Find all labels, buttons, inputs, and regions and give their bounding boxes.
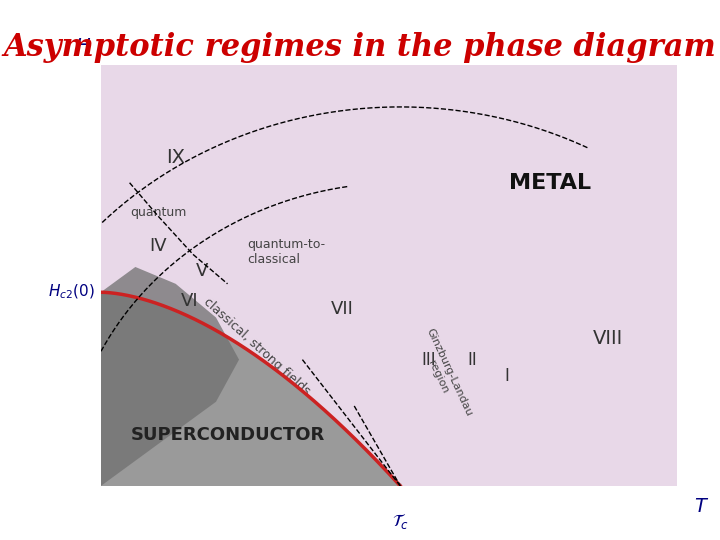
- Text: VI: VI: [181, 292, 199, 309]
- Polygon shape: [101, 65, 677, 486]
- Text: SUPERCONDUCTOR: SUPERCONDUCTOR: [130, 427, 325, 444]
- Text: III: III: [422, 350, 436, 369]
- Text: II: II: [467, 350, 477, 369]
- Text: classical, strong fields: classical, strong fields: [200, 296, 312, 398]
- Text: quantum: quantum: [130, 206, 186, 219]
- Text: $H_{c2}(0)$: $H_{c2}(0)$: [48, 283, 95, 301]
- Polygon shape: [101, 292, 400, 486]
- Text: quantum-to-
classical: quantum-to- classical: [248, 238, 326, 266]
- Text: VIII: VIII: [593, 329, 623, 348]
- Text: VII: VII: [331, 300, 354, 318]
- Text: METAL: METAL: [509, 173, 591, 193]
- Text: Asymptotic regimes in the phase diagram: Asymptotic regimes in the phase diagram: [4, 32, 716, 63]
- Text: Ginzburg-Landau
region: Ginzburg-Landau region: [413, 326, 474, 422]
- Text: $T$: $T$: [694, 498, 709, 516]
- Text: IX: IX: [166, 148, 185, 167]
- Polygon shape: [101, 267, 239, 486]
- Text: $\mathcal{T}_{c}$: $\mathcal{T}_{c}$: [392, 511, 409, 531]
- Text: V: V: [195, 262, 208, 280]
- Text: IV: IV: [150, 237, 167, 255]
- Text: $H$: $H$: [76, 38, 91, 56]
- Text: I: I: [505, 368, 509, 386]
